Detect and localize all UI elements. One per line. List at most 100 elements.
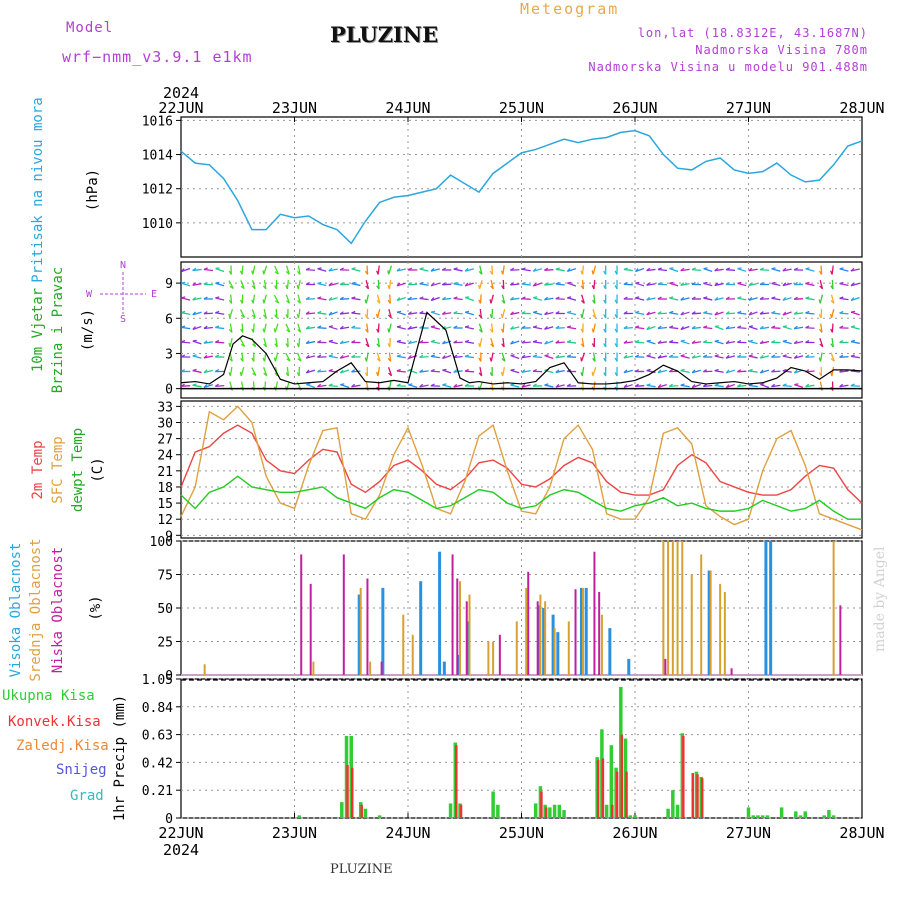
wind-arrow-head xyxy=(725,354,730,359)
wind-arrow-head xyxy=(737,281,742,285)
cloud-high-bar xyxy=(769,541,773,675)
wind-arrow xyxy=(782,297,792,301)
wind-arrow-head xyxy=(702,383,708,388)
wind-arrow-head xyxy=(555,340,560,344)
wind-arrow-head xyxy=(387,285,391,290)
wind-arrow-head xyxy=(830,300,835,304)
wind-arrow-head xyxy=(339,340,344,344)
wind-arrow-head xyxy=(819,285,823,290)
wind-arrow-head xyxy=(510,383,515,386)
wind-arrow xyxy=(251,309,256,318)
cloud-low-bar xyxy=(598,591,601,675)
wind-arrow-head xyxy=(691,369,696,374)
wind-arrow-head xyxy=(794,383,799,386)
wind-arrow xyxy=(490,323,494,333)
footer-station: PLUZINE xyxy=(330,862,393,877)
wind-arrow xyxy=(680,297,690,301)
wind-arrow-head xyxy=(240,343,246,347)
wind-arrow-head xyxy=(748,368,753,372)
wind-arrow xyxy=(203,268,213,272)
wind-arrow-head xyxy=(396,383,401,387)
wind-arrow-head xyxy=(274,314,278,319)
wind-arrow-head xyxy=(634,354,640,358)
wind-arrow-head xyxy=(297,329,302,333)
wind-arrow-head xyxy=(500,270,504,275)
wind-arrow xyxy=(229,366,233,377)
cloud-label-3: Niska Oblacnost xyxy=(50,547,66,673)
wind-arrow-head xyxy=(305,296,310,300)
rose-w: W xyxy=(86,289,93,300)
wind-arrow xyxy=(377,279,380,290)
wind-arrow-head xyxy=(737,310,742,314)
wind-arrow xyxy=(669,297,679,301)
wind-arrow-head xyxy=(489,372,493,377)
wind-arrow-head xyxy=(691,311,696,315)
year-label-bottom: 2024 xyxy=(163,841,199,859)
cloud-label-1: Visoka Oblacnost xyxy=(8,543,24,678)
wind-arrow-head xyxy=(453,325,458,329)
wind-arrow-head xyxy=(759,296,764,300)
wind-arrow-head xyxy=(376,270,379,275)
wind-arrow xyxy=(714,355,724,359)
wind-arrow-head xyxy=(203,311,208,315)
wind-arrow xyxy=(703,384,713,388)
wind-arrow-head xyxy=(657,384,662,388)
wind-arrow-head xyxy=(274,300,279,304)
precip-conv-bar xyxy=(696,774,699,818)
wind-arrow-head xyxy=(805,340,810,344)
wind-arrow xyxy=(646,311,656,316)
wind-arrow-head xyxy=(691,267,696,271)
wind-arrow xyxy=(635,385,645,387)
wind-arrow-head xyxy=(591,285,595,290)
wind-arrow xyxy=(794,312,804,315)
wind-arrow xyxy=(555,283,565,286)
temp-unit: (C) xyxy=(90,457,106,482)
wind-arrow xyxy=(737,282,747,287)
wind-arrow xyxy=(831,337,834,348)
wind-arrow xyxy=(453,384,463,388)
wind-arrow xyxy=(760,312,770,315)
wind-arrow-head xyxy=(839,267,844,270)
wind-arrow xyxy=(691,326,702,330)
wind-arrow-head xyxy=(317,354,322,358)
wind-arrow-head xyxy=(544,282,549,286)
wind-arrow xyxy=(581,308,585,319)
wind-arrow-head xyxy=(591,299,596,304)
cloud-high-bar xyxy=(608,628,612,675)
wind-arrow-head xyxy=(181,296,186,299)
wind-arrow-head xyxy=(203,354,208,359)
wind-arrow xyxy=(215,312,225,315)
wind-arrow xyxy=(771,384,781,388)
wind-arrow xyxy=(274,323,279,333)
wind-arrow xyxy=(680,311,690,316)
wind-arrow-head xyxy=(818,299,821,304)
wind-arrow xyxy=(396,355,406,359)
wind-arrow-head xyxy=(351,310,356,314)
wind-arrow-head xyxy=(555,267,560,270)
wind-arrow-head xyxy=(591,270,594,275)
wind-arrow-head xyxy=(192,354,197,357)
wind-arrow xyxy=(419,297,429,301)
precip-total-bar xyxy=(552,804,557,818)
cloud-high-bar xyxy=(419,581,423,675)
wind-arrow-head xyxy=(262,299,265,304)
wind-arrow xyxy=(533,341,543,344)
wind-arrow-head xyxy=(614,285,618,290)
cloud-low-bar xyxy=(342,554,345,675)
wind-arrow-head xyxy=(748,325,754,328)
wind-arrow-head xyxy=(251,285,256,290)
wind-arrow-head xyxy=(805,267,810,270)
cloud-low-bar xyxy=(456,578,459,675)
wind-arrow xyxy=(555,268,565,272)
wind-arrow-head xyxy=(521,354,526,359)
wind-arrow xyxy=(215,282,225,287)
wind-arrow xyxy=(737,268,747,272)
wind-arrow-head xyxy=(521,369,526,373)
wind-arrow-head xyxy=(286,358,291,362)
wind-arrow-head xyxy=(364,357,368,362)
wind-arrow-head xyxy=(442,368,447,371)
wind-arrow-head xyxy=(192,267,197,272)
wind-arrow-head xyxy=(691,281,696,285)
wind-arrow-head xyxy=(819,343,824,348)
